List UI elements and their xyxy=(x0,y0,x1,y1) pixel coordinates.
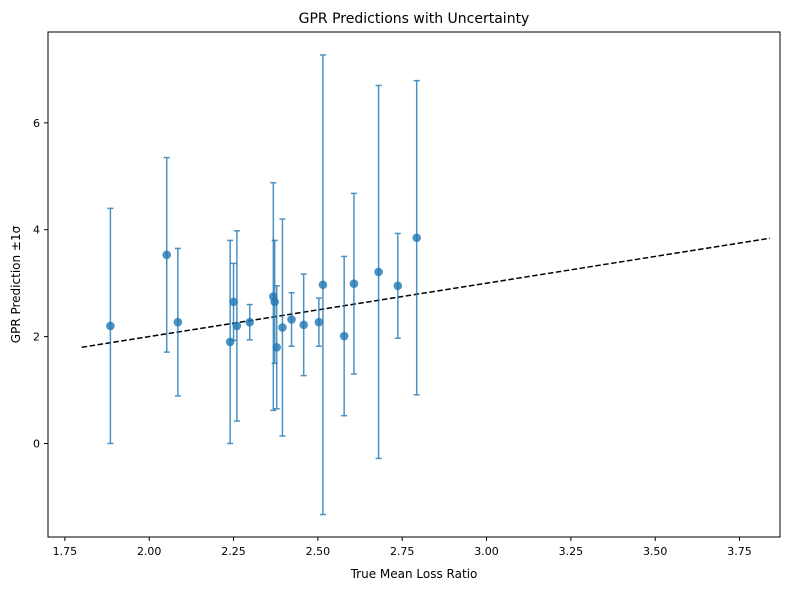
y-tick-label: 0 xyxy=(33,437,40,450)
x-tick-label: 3.00 xyxy=(474,545,499,558)
x-tick-label: 2.25 xyxy=(221,545,246,558)
data-point xyxy=(349,279,359,288)
y-tick-label: 2 xyxy=(33,331,40,344)
x-tick-label: 2.75 xyxy=(390,545,415,558)
data-point xyxy=(278,323,287,332)
y-axis-label: GPR Prediction ±1σ xyxy=(9,225,23,343)
y-axis: 0 2 4 6 xyxy=(33,117,48,450)
data-point xyxy=(314,317,324,327)
data-point xyxy=(339,331,349,341)
data-point xyxy=(287,315,296,324)
x-tick-label: 3.50 xyxy=(643,545,668,558)
y-tick-label: 6 xyxy=(33,117,40,130)
x-axis-label: True Mean Loss Ratio xyxy=(350,567,478,581)
data-point xyxy=(162,250,172,260)
data-point xyxy=(412,233,421,243)
data-point xyxy=(270,297,279,307)
data-point xyxy=(173,317,183,327)
data-point xyxy=(393,281,403,291)
data-point xyxy=(229,297,238,307)
x-tick-label: 3.75 xyxy=(727,545,752,558)
data-point xyxy=(272,342,282,352)
axes-frame xyxy=(47,31,781,538)
data-point xyxy=(318,280,328,290)
data-point xyxy=(232,321,242,331)
x-tick-label: 2.50 xyxy=(306,545,331,558)
x-axis: 1.75 2.00 2.25 2.50 2.75 3.00 3.25 3.50 3.75 xyxy=(53,537,752,558)
data-point xyxy=(106,321,115,331)
y-tick-label: 4 xyxy=(33,224,40,237)
data-point xyxy=(245,317,255,327)
data-point xyxy=(225,337,235,347)
plot-area xyxy=(81,54,770,516)
x-tick-label: 2.00 xyxy=(137,545,162,558)
reference-line xyxy=(81,237,770,349)
chart-title: GPR Predictions with Uncertainty xyxy=(299,11,530,27)
data-point xyxy=(374,267,383,277)
x-tick-label: 3.25 xyxy=(559,545,584,558)
data-point xyxy=(299,320,308,330)
x-tick-label: 1.75 xyxy=(53,545,78,558)
